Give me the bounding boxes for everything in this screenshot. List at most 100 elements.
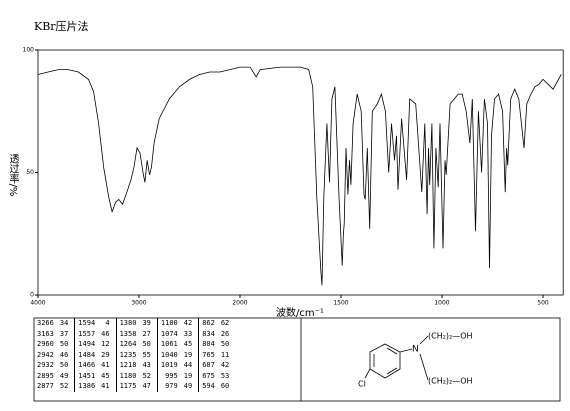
table-cell: 44 bbox=[180, 360, 200, 371]
table-row: 2942 46 1484 29 1235 55 1040 19 765 11 bbox=[34, 349, 232, 360]
table-cell: 29 bbox=[98, 349, 117, 360]
table-cell: 60 bbox=[220, 382, 230, 390]
table-cell: 834 bbox=[202, 329, 215, 338]
table-cell: 995 bbox=[165, 371, 178, 380]
table-cell: 41 bbox=[98, 360, 117, 371]
table-cell: 37 bbox=[56, 328, 76, 339]
table-row: 2932 50 1466 41 1218 43 1019 44 687 42 bbox=[34, 360, 232, 371]
table-cell: 49 bbox=[56, 370, 76, 381]
table-row: 2877 52 1386 41 1175 47 979 49 594 60 bbox=[34, 381, 232, 392]
table-cell: 1466 bbox=[78, 361, 96, 369]
x-tick-label: 1500 bbox=[333, 300, 348, 307]
table-row: 3163 37 1557 46 1358 27 1074 33 834 26 bbox=[34, 328, 232, 339]
table-cell: 1484 bbox=[78, 350, 96, 359]
table-cell: 34 bbox=[56, 318, 76, 329]
y-tick-label: 50 bbox=[26, 169, 34, 176]
y-tick-label: 100 bbox=[23, 47, 35, 54]
table-cell: 19 bbox=[180, 349, 200, 360]
table-cell: 2877 bbox=[37, 382, 54, 390]
table-cell: 19 bbox=[180, 370, 200, 381]
table-cell: 49 bbox=[180, 381, 200, 392]
table-cell: 45 bbox=[98, 370, 117, 381]
table-cell: 1019 bbox=[160, 361, 178, 369]
table-cell: 594 bbox=[202, 382, 215, 390]
table-cell: 1494 bbox=[78, 340, 96, 348]
table-cell: 39 bbox=[139, 318, 158, 329]
table-cell: 2932 bbox=[37, 361, 54, 369]
table-cell: 50 bbox=[56, 360, 76, 371]
table-cell: 50 bbox=[139, 339, 158, 350]
table-cell: 862 bbox=[202, 319, 215, 327]
table-cell: 2942 bbox=[37, 350, 54, 359]
structure-atom: N bbox=[412, 345, 419, 355]
table-cell: 41 bbox=[98, 381, 117, 392]
table-cell: 46 bbox=[56, 349, 76, 360]
x-tick-label: 1000 bbox=[434, 300, 449, 307]
structure-halogen: Cl bbox=[358, 380, 366, 389]
table-cell: 1180 bbox=[119, 371, 137, 380]
table-cell: 53 bbox=[220, 371, 230, 380]
table-cell: 1386 bbox=[78, 382, 96, 390]
chart-title: KBr压片法 bbox=[34, 19, 89, 33]
table-cell: 2895 bbox=[37, 371, 54, 380]
table-cell: 1061 bbox=[160, 340, 178, 348]
table-row: 2895 49 1451 45 1180 52 995 19 675 53 bbox=[34, 370, 232, 381]
table-cell: 43 bbox=[139, 360, 158, 371]
table-cell: 3163 bbox=[37, 329, 54, 338]
x-tick-label: 500 bbox=[537, 300, 549, 307]
table-cell: 50 bbox=[56, 339, 76, 350]
table-cell: 1235 bbox=[119, 350, 137, 359]
table-cell: 42 bbox=[180, 318, 200, 329]
table-cell: 1218 bbox=[119, 361, 137, 369]
table-cell: 52 bbox=[139, 370, 158, 381]
table-cell: 765 bbox=[202, 350, 215, 359]
table-cell: 687 bbox=[202, 361, 215, 369]
table-cell: 2960 bbox=[37, 340, 54, 348]
table-cell: 47 bbox=[139, 381, 158, 392]
table-cell: 46 bbox=[98, 328, 117, 339]
x-axis-label: 波数/cm⁻¹ bbox=[276, 306, 324, 319]
table-cell: 4 bbox=[98, 318, 117, 329]
peak-table: 3266 34 1594 4 1380 39 1100 42 862 62 3163 37 1557 46… bbox=[34, 318, 232, 392]
table-cell: 1264 bbox=[119, 340, 137, 348]
table-cell: 1557 bbox=[78, 329, 96, 338]
table-cell: 52 bbox=[56, 381, 76, 392]
table-cell: 27 bbox=[139, 328, 158, 339]
table-row: 2960 50 1494 12 1264 50 1061 45 804 50 bbox=[34, 339, 232, 350]
table-cell: 804 bbox=[202, 340, 215, 348]
table-cell: 979 bbox=[165, 382, 178, 390]
table-cell: 1380 bbox=[119, 319, 137, 327]
table-cell: 1074 bbox=[160, 329, 178, 338]
table-cell: 11 bbox=[220, 350, 230, 359]
x-tick-label: 2000 bbox=[232, 300, 247, 307]
table-cell: 12 bbox=[98, 339, 117, 350]
table-frame bbox=[33, 317, 561, 402]
table-cell: 1100 bbox=[160, 319, 178, 327]
table-cell: 62 bbox=[220, 319, 230, 327]
table-cell: 55 bbox=[139, 349, 158, 360]
table-cell: 3266 bbox=[37, 319, 54, 327]
y-axis-label: 透过率/% bbox=[7, 153, 19, 196]
table-cell: 675 bbox=[202, 371, 215, 380]
plot-frame bbox=[37, 49, 564, 296]
x-tick-label: 4000 bbox=[30, 300, 45, 307]
x-tick-label: 3000 bbox=[131, 300, 146, 307]
table-cell: 50 bbox=[220, 340, 230, 348]
table-cell: 1040 bbox=[160, 350, 178, 359]
table-row: 3266 34 1594 4 1380 39 1100 42 862 62 bbox=[34, 318, 232, 329]
spectrum-line bbox=[37, 66, 562, 286]
table-cell: 42 bbox=[220, 361, 230, 369]
table-cell: 1175 bbox=[119, 382, 137, 390]
benzene bbox=[364, 335, 429, 381]
y-tick-label: 0 bbox=[30, 292, 34, 299]
table-cell: 1451 bbox=[78, 371, 96, 380]
table-cell: 45 bbox=[180, 339, 200, 350]
table-cell: 33 bbox=[180, 328, 200, 339]
structure-substituent: (CH₂)₂—OH bbox=[428, 377, 473, 386]
table-cell: 26 bbox=[220, 329, 230, 338]
table-cell: 1358 bbox=[119, 329, 137, 338]
table-cell: 1594 bbox=[78, 319, 96, 327]
structure-substituent: (CH₂)₂—OH bbox=[428, 332, 473, 341]
